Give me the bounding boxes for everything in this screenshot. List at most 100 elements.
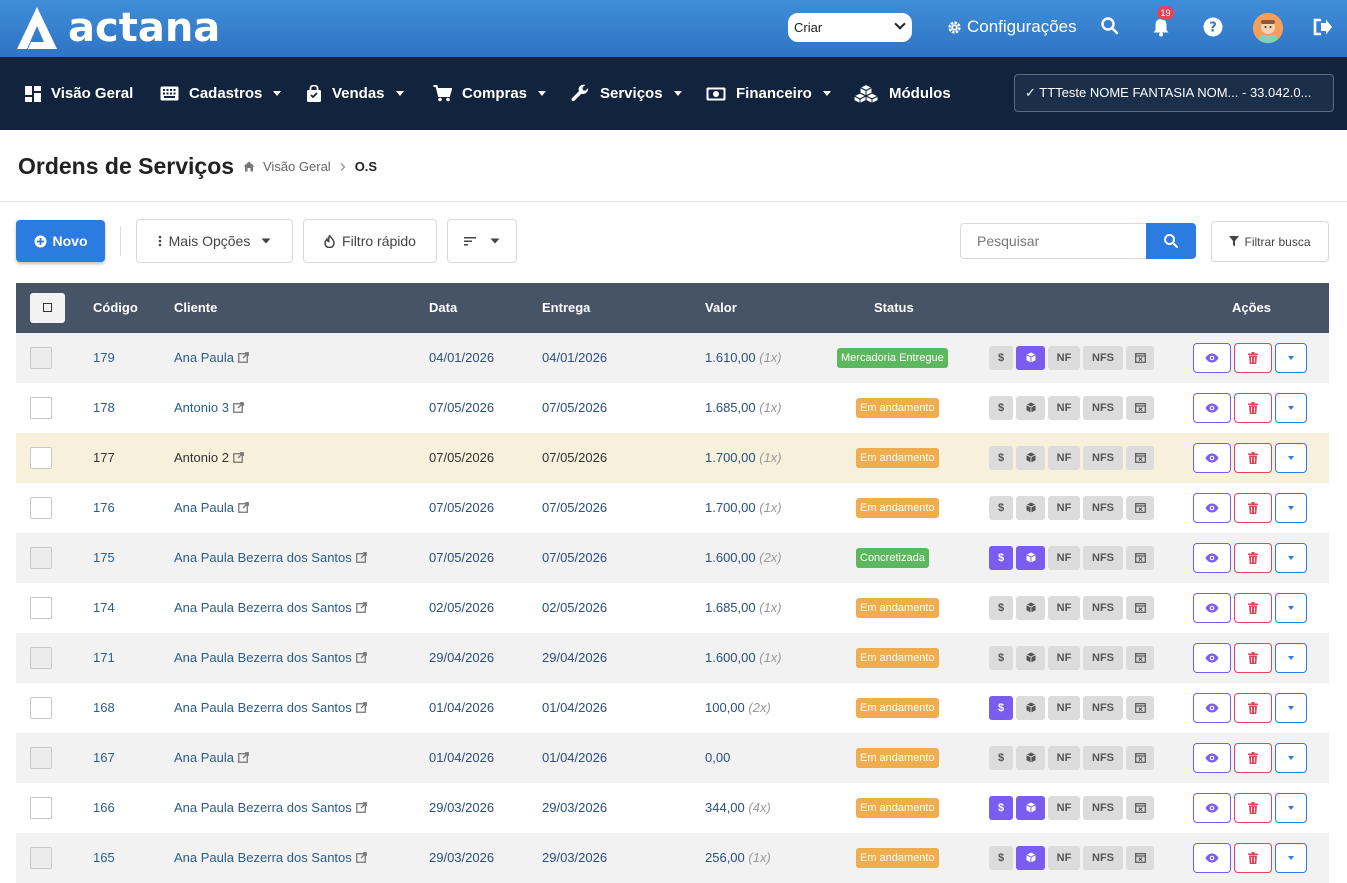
payment-button[interactable]: $ [989, 396, 1013, 420]
cliente-name[interactable]: Ana Paula Bezerra dos Santos [174, 550, 352, 565]
nfs-button[interactable]: NFS [1083, 346, 1123, 370]
nf-button[interactable]: NF [1048, 346, 1080, 370]
nf-button[interactable]: NF [1048, 596, 1080, 620]
box-button[interactable] [1016, 746, 1045, 770]
row-checkbox[interactable] [30, 647, 52, 669]
nav-visao-geral[interactable]: Visão Geral [25, 57, 133, 130]
codigo-cell[interactable]: 175 [93, 550, 115, 565]
search-icon[interactable] [1100, 16, 1124, 40]
box-button[interactable] [1016, 796, 1045, 820]
search-input[interactable] [960, 223, 1147, 259]
delete-button[interactable] [1234, 593, 1272, 623]
payment-button[interactable]: $ [989, 646, 1013, 670]
cliente-cell[interactable]: Ana Paula Bezerra dos Santos [174, 583, 367, 633]
select-all-checkbox[interactable] [30, 293, 65, 323]
calendar-button[interactable] [1126, 446, 1154, 470]
codigo-cell[interactable]: 166 [93, 800, 115, 815]
cliente-name[interactable]: Ana Paula Bezerra dos Santos [174, 850, 352, 865]
search-button[interactable] [1146, 223, 1196, 259]
table-row[interactable]: 166 Ana Paula Bezerra dos Santos 29/03/202… [16, 783, 1329, 833]
nf-button[interactable]: NF [1048, 746, 1080, 770]
nfs-button[interactable]: NFS [1083, 446, 1123, 470]
more-actions-button[interactable] [1275, 693, 1307, 723]
logout-icon[interactable] [1312, 16, 1336, 40]
calendar-button[interactable] [1126, 496, 1154, 520]
calendar-button[interactable] [1126, 596, 1154, 620]
box-button[interactable] [1016, 446, 1045, 470]
payment-button[interactable]: $ [989, 596, 1013, 620]
row-checkbox[interactable] [30, 747, 52, 769]
cliente-cell[interactable]: Ana Paula Bezerra dos Santos [174, 833, 367, 883]
codigo-cell[interactable]: 176 [93, 500, 115, 515]
col-codigo[interactable]: Código [93, 300, 138, 315]
nfs-button[interactable]: NFS [1083, 696, 1123, 720]
box-button[interactable] [1016, 346, 1045, 370]
filtrar-busca-button[interactable]: Filtrar busca [1211, 221, 1329, 262]
cliente-cell[interactable]: Antonio 2 [174, 433, 244, 483]
more-actions-button[interactable] [1275, 443, 1307, 473]
more-actions-button[interactable] [1275, 343, 1307, 373]
cliente-cell[interactable]: Antonio 3 [174, 383, 244, 433]
cliente-cell[interactable]: Ana Paula [174, 333, 249, 383]
payment-button[interactable]: $ [989, 496, 1013, 520]
row-checkbox[interactable] [30, 797, 52, 819]
filtro-rapido-button[interactable]: Filtro rápido [303, 219, 437, 263]
payment-button[interactable]: $ [989, 746, 1013, 770]
nfs-button[interactable]: NFS [1083, 596, 1123, 620]
delete-button[interactable] [1234, 393, 1272, 423]
nav-modulos[interactable]: Módulos [853, 57, 951, 130]
delete-button[interactable] [1234, 643, 1272, 673]
cliente-name[interactable]: Ana Paula [174, 500, 234, 515]
view-button[interactable] [1193, 843, 1231, 873]
more-actions-button[interactable] [1275, 743, 1307, 773]
payment-button[interactable]: $ [989, 696, 1013, 720]
cliente-name[interactable]: Ana Paula Bezerra dos Santos [174, 700, 352, 715]
table-row[interactable]: 177 Antonio 2 07/05/2026 07/05/2026 1.700,00… [16, 433, 1329, 483]
row-checkbox[interactable] [30, 597, 52, 619]
table-row[interactable]: 176 Ana Paula 07/05/2026 07/05/2026 1.700,00… [16, 483, 1329, 533]
view-button[interactable] [1193, 743, 1231, 773]
breadcrumb-home[interactable]: Visão Geral [263, 159, 331, 174]
calendar-button[interactable] [1126, 346, 1154, 370]
table-row[interactable]: 175 Ana Paula Bezerra dos Santos 07/05/202… [16, 533, 1329, 583]
nfs-button[interactable]: NFS [1083, 746, 1123, 770]
cliente-name[interactable]: Ana Paula Bezerra dos Santos [174, 650, 352, 665]
more-actions-button[interactable] [1275, 543, 1307, 573]
payment-button[interactable]: $ [989, 446, 1013, 470]
codigo-cell[interactable]: 174 [93, 600, 115, 615]
view-button[interactable] [1193, 793, 1231, 823]
payment-button[interactable]: $ [989, 546, 1013, 570]
delete-button[interactable] [1234, 493, 1272, 523]
row-checkbox[interactable] [30, 347, 52, 369]
delete-button[interactable] [1234, 443, 1272, 473]
cliente-cell[interactable]: Ana Paula Bezerra dos Santos [174, 633, 367, 683]
box-button[interactable] [1016, 646, 1045, 670]
external-link-icon[interactable] [229, 450, 244, 465]
view-button[interactable] [1193, 443, 1231, 473]
user-avatar[interactable] [1253, 13, 1283, 43]
nf-button[interactable]: NF [1048, 646, 1080, 670]
table-row[interactable]: 167 Ana Paula 01/04/2026 01/04/2026 0,00 Em … [16, 733, 1329, 783]
col-entrega[interactable]: Entrega [542, 300, 591, 315]
view-button[interactable] [1193, 643, 1231, 673]
cliente-name[interactable]: Ana Paula [174, 350, 234, 365]
delete-button[interactable] [1234, 793, 1272, 823]
delete-button[interactable] [1234, 693, 1272, 723]
row-checkbox[interactable] [30, 497, 52, 519]
nf-button[interactable]: NF [1048, 546, 1080, 570]
table-row[interactable]: 171 Ana Paula Bezerra dos Santos 29/04/202… [16, 633, 1329, 683]
nf-button[interactable]: NF [1048, 446, 1080, 470]
more-actions-button[interactable] [1275, 393, 1307, 423]
codigo-cell[interactable]: 165 [93, 850, 115, 865]
nav-cadastros[interactable]: Cadastros [160, 57, 282, 130]
table-row[interactable]: 168 Ana Paula Bezerra dos Santos 01/04/202… [16, 683, 1329, 733]
row-checkbox[interactable] [30, 397, 52, 419]
external-link-icon[interactable] [352, 550, 367, 565]
row-checkbox[interactable] [30, 697, 52, 719]
external-link-icon[interactable] [352, 850, 367, 865]
calendar-button[interactable] [1126, 796, 1154, 820]
payment-button[interactable]: $ [989, 796, 1013, 820]
cliente-name[interactable]: Antonio 2 [174, 450, 229, 465]
nf-button[interactable]: NF [1048, 796, 1080, 820]
view-button[interactable] [1193, 493, 1231, 523]
